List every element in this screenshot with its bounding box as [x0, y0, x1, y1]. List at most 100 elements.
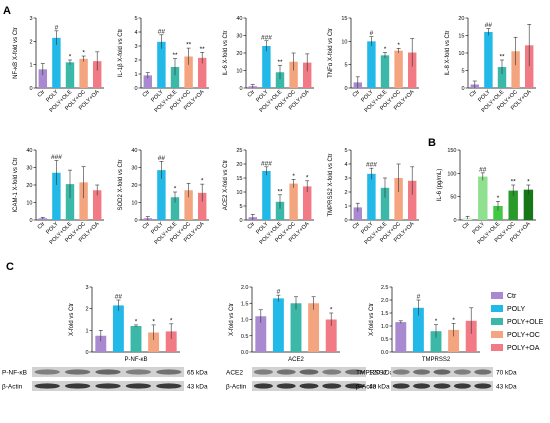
category-label: Ctr — [142, 221, 152, 231]
y-tick-label: 2.5 — [381, 285, 389, 291]
bar — [170, 197, 180, 220]
y-tick-label: 50 — [450, 195, 456, 201]
y-tick-label: 5 — [134, 16, 137, 22]
legend-label: Ctr — [507, 293, 517, 300]
bar — [255, 316, 267, 352]
significance-mark: ** — [277, 188, 283, 195]
significance-mark: * — [435, 318, 438, 325]
y-tick-label: 15 — [236, 176, 242, 182]
category-label: Ctr — [247, 221, 257, 231]
significance-mark: * — [69, 54, 72, 61]
blot-kda-label: 43 kDa — [187, 384, 208, 391]
significance-mark: ** — [511, 179, 517, 186]
y-tick-label: 3 — [134, 44, 137, 50]
y-tick-label: 1 — [134, 72, 137, 78]
bar — [130, 326, 142, 352]
bar — [407, 52, 417, 88]
bar — [511, 51, 520, 88]
significance-mark: * — [306, 174, 309, 181]
significance-mark: * — [397, 42, 400, 49]
bar — [79, 58, 88, 88]
y-tick-label: 4 — [344, 162, 347, 168]
blot-band — [95, 383, 121, 389]
bar — [302, 186, 312, 220]
y-axis-label: NF-κB X-fold vs Ctr — [13, 27, 19, 79]
category-label: Ctr — [37, 221, 47, 231]
bar — [484, 32, 493, 88]
bar — [184, 190, 193, 220]
blot-band — [322, 383, 342, 389]
legend-label: POLY+OA — [507, 345, 540, 352]
bar — [112, 305, 124, 352]
bar — [497, 67, 507, 88]
y-tick-label: 0 — [461, 86, 464, 92]
y-tick-label: 15 — [458, 34, 464, 40]
y-tick-label: 2 — [29, 39, 32, 45]
significance-mark: * — [170, 317, 173, 324]
blot-row-label: β-Actin — [2, 384, 23, 391]
blot-band — [345, 383, 365, 389]
y-tick-label: 2 — [134, 58, 137, 64]
x-axis-label: TMPRSS2 — [422, 357, 451, 363]
significance-mark: * — [201, 178, 204, 185]
blot-band — [276, 369, 296, 375]
bar — [79, 182, 88, 220]
bar — [92, 61, 102, 88]
bar — [394, 50, 403, 88]
y-tick-label: 2.0 — [381, 298, 389, 304]
blot-row-label: β-Actin — [226, 384, 247, 391]
y-axis-label: TNFα X-fold vs Ctr — [328, 28, 334, 78]
panel-letter-c: C — [6, 261, 14, 273]
bar — [412, 307, 424, 352]
y-tick-label: 20 — [26, 183, 32, 189]
bar — [448, 329, 460, 352]
legend-swatch — [491, 331, 503, 338]
bar — [197, 192, 207, 220]
bar — [380, 187, 390, 220]
category-label: Ctr — [352, 89, 362, 99]
legend: Ctr POLY POLY+OLE POLY+OC POLY+OA — [491, 292, 544, 352]
blot-band — [433, 383, 451, 389]
blot-band — [125, 383, 152, 389]
significance-mark: ### — [51, 154, 62, 161]
panel-letter-a: A — [3, 5, 11, 17]
legend-swatch — [491, 318, 503, 325]
y-tick-label: 5 — [239, 204, 242, 210]
y-tick-label: 0.5 — [381, 337, 389, 343]
y-tick-label: 1 — [29, 63, 32, 69]
y-tick-label: 5 — [344, 148, 347, 154]
blot-band — [392, 383, 410, 389]
y-tick-label: 0.5 — [241, 334, 249, 340]
bar — [524, 45, 534, 88]
bar — [380, 55, 390, 88]
significance-mark: # — [277, 289, 281, 296]
bar — [262, 171, 271, 220]
blot-band — [453, 369, 471, 375]
bar — [508, 190, 518, 220]
significance-mark: # — [55, 24, 59, 31]
blot-band — [453, 383, 471, 389]
significance-mark: * — [292, 173, 295, 180]
y-tick-label: 10 — [458, 51, 464, 57]
significance-mark: * — [82, 50, 85, 57]
bar — [367, 41, 376, 88]
bar — [395, 322, 407, 352]
blot-band — [276, 383, 296, 389]
bar — [275, 201, 285, 220]
blot-band — [95, 369, 121, 375]
blot-band — [345, 369, 365, 375]
y-tick-label: 10 — [341, 39, 347, 45]
significance-mark: * — [527, 179, 530, 186]
bar — [302, 62, 312, 88]
significance-mark: ### — [366, 162, 377, 169]
legend-swatch — [491, 344, 503, 351]
blot-band — [322, 369, 342, 375]
legend-swatch — [491, 292, 503, 299]
y-tick-label: 20 — [236, 162, 242, 168]
y-tick-label: 0 — [29, 86, 32, 92]
y-tick-label: 3 — [344, 176, 347, 182]
